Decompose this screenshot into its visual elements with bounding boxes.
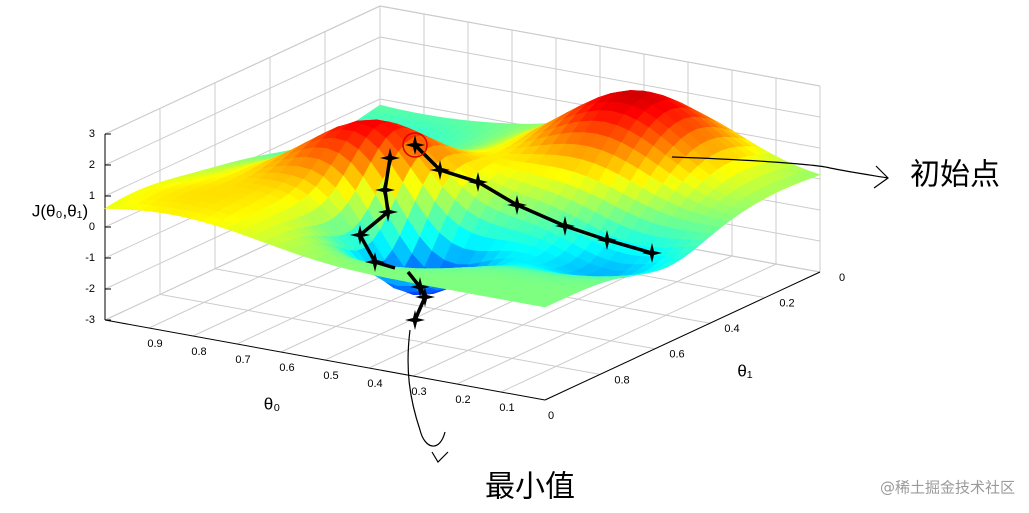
x-tick-label: 0.4 xyxy=(367,378,382,390)
grid-line xyxy=(214,268,656,350)
z-tick-label: -1 xyxy=(85,252,95,264)
z-tick-label: -2 xyxy=(85,283,95,295)
y-tick-label: 0.6 xyxy=(669,349,684,361)
x-tick-label: 0.1 xyxy=(499,402,514,414)
x-tick-label: 0.3 xyxy=(411,386,426,398)
x-tick-label: 0.5 xyxy=(323,370,338,382)
start-marker xyxy=(402,132,428,158)
z-tick-label: -3 xyxy=(85,314,95,326)
z-tick-label: 0 xyxy=(89,221,95,233)
y-axis-label: θ₁ xyxy=(737,361,752,380)
arrow xyxy=(671,156,889,189)
grid-line xyxy=(159,293,601,375)
x-axis-label: θ₀ xyxy=(264,394,281,413)
grid-line xyxy=(104,67,381,197)
surface-patch xyxy=(531,300,554,308)
labels: J(θ₀,θ₁) θ₀ θ₁ 初始点 最小值 @稀土掘金技术社区 xyxy=(32,158,1015,505)
grid-line xyxy=(104,5,381,135)
x-tick-label: 0 xyxy=(548,410,554,422)
y-tick-label: 0.8 xyxy=(614,374,629,386)
z-tick-label: 3 xyxy=(89,128,95,140)
x-tick-label: 0.6 xyxy=(279,362,294,374)
z-axis-label: J(θ₀,θ₁) xyxy=(32,201,88,220)
grid-line xyxy=(104,36,381,166)
surface xyxy=(103,90,821,308)
y-tick-label: 0.2 xyxy=(779,298,794,310)
z-tick-label: 1 xyxy=(89,190,95,202)
z-tick-label: 2 xyxy=(89,159,95,171)
x-tick-label: 0.9 xyxy=(147,338,162,350)
axis-line xyxy=(104,319,546,401)
arrow xyxy=(407,329,449,463)
annotation: 最小值 xyxy=(485,470,575,505)
descent-path xyxy=(406,270,427,321)
grid-line xyxy=(456,255,733,385)
annotation: 初始点 xyxy=(910,158,1000,193)
y-tick-label: 0.4 xyxy=(724,323,739,335)
x-tick-label: 0.7 xyxy=(235,354,250,366)
grid-line xyxy=(500,263,777,393)
descent-paths xyxy=(350,132,662,330)
x-tick-label: 0.8 xyxy=(191,346,206,358)
axis-line xyxy=(544,271,821,401)
watermark: @稀土掘金技术社区 xyxy=(880,479,1015,497)
y-tick-label: 0 xyxy=(839,272,845,284)
x-tick-label: 0.2 xyxy=(455,394,470,406)
